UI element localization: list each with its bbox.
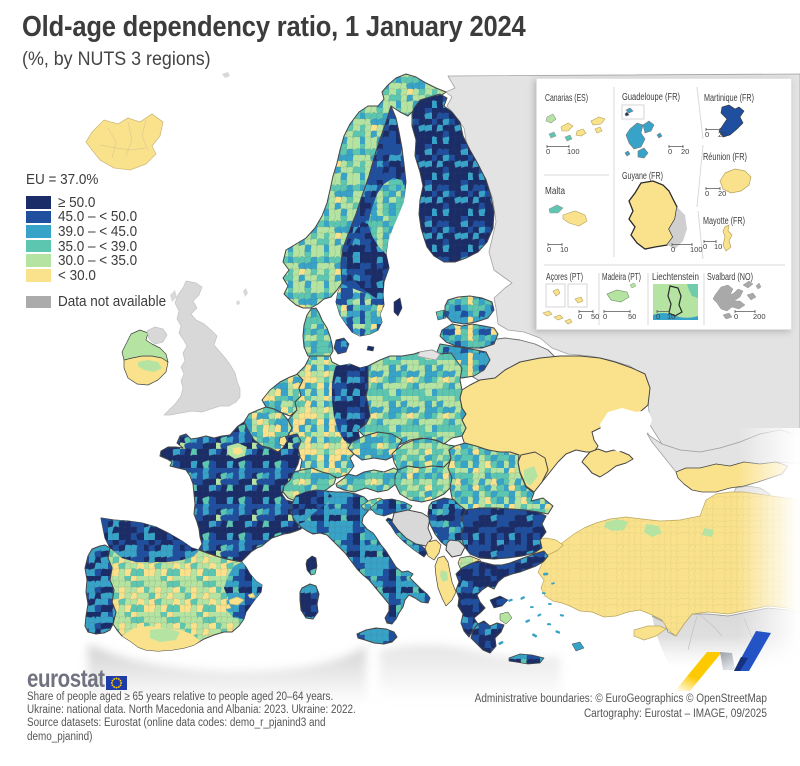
svg-text:0: 0 — [578, 312, 582, 321]
svg-text:Martinique (FR): Martinique (FR) — [704, 93, 754, 104]
svg-text:0: 0 — [734, 312, 738, 321]
svg-text:0: 0 — [546, 147, 550, 156]
svg-text:0: 0 — [656, 312, 660, 321]
svg-text:Malta: Malta — [545, 186, 565, 197]
svg-text:100: 100 — [690, 245, 703, 254]
svg-text:0: 0 — [703, 242, 707, 251]
svg-text:Réunion (FR): Réunion (FR) — [703, 152, 747, 163]
svg-text:20: 20 — [681, 147, 689, 156]
svg-text:0: 0 — [671, 245, 675, 254]
svg-text:10: 10 — [714, 242, 722, 251]
svg-text:0: 0 — [668, 147, 672, 156]
svg-text:Madeira (PT): Madeira (PT) — [602, 272, 641, 283]
svg-text:10: 10 — [560, 245, 568, 254]
svg-text:20: 20 — [718, 189, 726, 198]
svg-text:Açores (PT): Açores (PT) — [546, 272, 583, 283]
svg-text:Guadeloupe (FR): Guadeloupe (FR) — [622, 92, 680, 103]
svg-text:0: 0 — [547, 245, 551, 254]
svg-text:10: 10 — [667, 312, 675, 321]
svg-text:Canarias (ES): Canarias (ES) — [545, 93, 588, 104]
svg-text:0: 0 — [603, 312, 607, 321]
svg-text:Svalbard (NO): Svalbard (NO) — [707, 272, 753, 283]
svg-text:20: 20 — [718, 130, 726, 139]
svg-text:50: 50 — [628, 312, 636, 321]
svg-text:100: 100 — [567, 147, 580, 156]
svg-text:Mayotte (FR): Mayotte (FR) — [703, 216, 745, 227]
svg-text:Guyane (FR): Guyane (FR) — [622, 171, 663, 182]
svg-text:50: 50 — [591, 312, 599, 321]
svg-text:200: 200 — [753, 312, 766, 321]
svg-text:Liechtenstein: Liechtenstein — [652, 272, 699, 283]
svg-text:0: 0 — [705, 189, 709, 198]
svg-text:0: 0 — [705, 130, 709, 139]
